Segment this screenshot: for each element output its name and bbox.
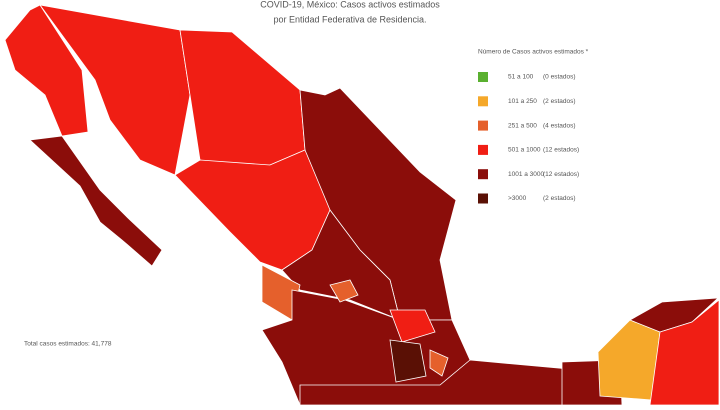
- legend-title: Número de Casos activos estimados *: [478, 49, 589, 56]
- legend-range: 501 a 1000: [508, 147, 541, 154]
- legend-range: 51 a 100: [508, 74, 534, 81]
- legend-swatch: [478, 96, 488, 107]
- legend-swatch: [478, 120, 488, 131]
- region: [629, 297, 720, 333]
- region: [329, 279, 359, 303]
- legend-range: 251 a 500: [508, 122, 537, 129]
- region: [597, 319, 661, 401]
- legend-range: 1001 a 3000: [508, 171, 545, 178]
- legend-count: (0 estados): [543, 74, 576, 81]
- legend-swatch: [478, 193, 488, 204]
- region: [29, 135, 163, 267]
- legend: 51 a 100 (0 estados) 101 a 250 (2 estados) 2…: [478, 72, 579, 204]
- legend-count: (2 estados): [543, 98, 576, 105]
- legend-swatch: [478, 169, 488, 180]
- map: [4, 4, 720, 406]
- total: Total casos estimados: 41,778: [24, 341, 112, 348]
- legend-range: 101 a 250: [508, 98, 537, 105]
- region: [174, 149, 331, 271]
- legend-count: (12 estados): [543, 171, 579, 178]
- region: [179, 29, 306, 171]
- legend-count: (2 estados): [543, 195, 576, 202]
- region: [389, 309, 436, 343]
- legend-count: (12 estados): [543, 147, 579, 154]
- region: [389, 339, 427, 383]
- legend-swatch: [478, 144, 488, 155]
- legend-swatch: [478, 72, 488, 82]
- legend-range: >3000: [508, 195, 527, 202]
- region: [429, 349, 449, 377]
- subtitle: por Entidad Federativa de Residencia.: [273, 14, 426, 24]
- region: [649, 299, 720, 406]
- legend-count: (4 estados): [543, 122, 576, 129]
- title: COVID-19, México: Casos activos estimado…: [260, 0, 440, 9]
